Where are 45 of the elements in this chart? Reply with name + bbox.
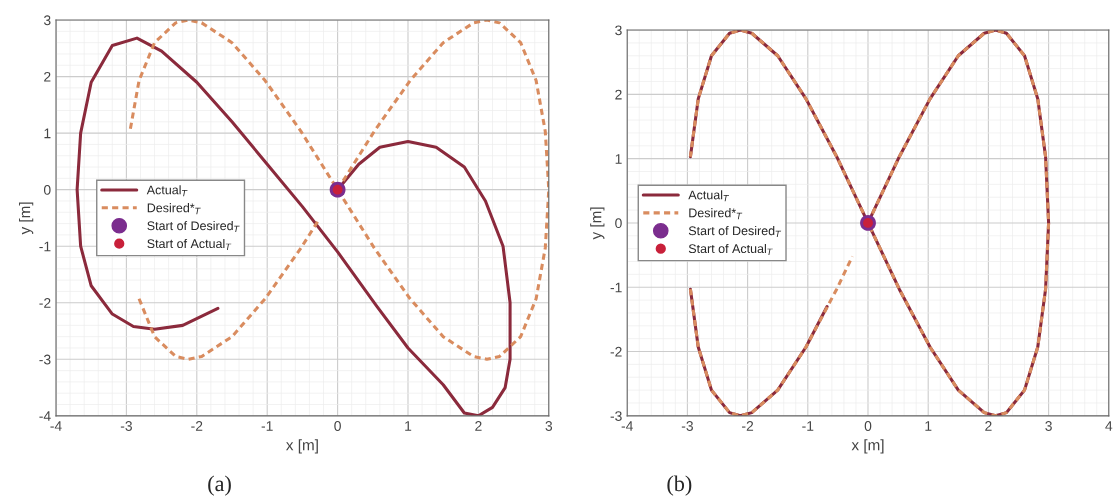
y-tick-label: 2: [44, 71, 51, 82]
x-tick-label: -3: [120, 421, 132, 431]
y-tick-label: -1: [39, 241, 51, 252]
x-tick-label: 0: [334, 421, 341, 431]
x-tick-label: 1: [925, 421, 932, 431]
legend-label: Actual$_{T}$: [688, 190, 730, 202]
x-tick-label: 0: [864, 421, 872, 431]
legend-label: Actual$_{T}$: [146, 185, 188, 197]
y-tick-label: -1: [610, 282, 622, 293]
line-series: [75, 36, 512, 416]
text: (a): [208, 475, 231, 496]
x-axis-title: x [m]: [286, 439, 318, 454]
y-axis-title: y [m]: [590, 207, 605, 240]
x-tick-label: -3: [681, 421, 693, 431]
x-axis-title: x [m]: [851, 439, 884, 454]
y-tick-label: 0: [615, 218, 622, 229]
x-tick-label: -2: [742, 421, 754, 431]
x-tick-label: 2: [985, 421, 992, 431]
y-tick-label: 1: [615, 154, 622, 164]
legend-label: Start of Actual$_{T}$: [147, 238, 232, 251]
legend-label: Start of Desired$_{T}$: [688, 226, 782, 238]
legend-label: Desired*$_{T}$: [147, 203, 201, 215]
y-tick-label: 3: [615, 25, 622, 36]
x-tick-label: 3: [545, 421, 553, 431]
y-tick-label: 0: [43, 185, 51, 195]
legend-label: Desired*$_{T}$: [689, 208, 743, 220]
y-tick-label: 1: [44, 128, 51, 139]
x-tick-label: -1: [261, 421, 273, 431]
legend-label: Start of Actual$_{T}$: [688, 243, 773, 256]
x-tick-label: 2: [475, 421, 482, 431]
y-tick-label: -2: [610, 346, 622, 357]
text: (b): [667, 475, 692, 496]
y-tick-label: -3: [610, 411, 622, 421]
x-tick-label: -2: [191, 421, 203, 431]
y-tick-label: -3: [39, 354, 51, 365]
x-tick-label: -1: [802, 421, 814, 431]
y-tick-label: -4: [39, 411, 51, 421]
y-axis-title: y [m]: [18, 202, 34, 235]
x-tick-label: 3: [1045, 421, 1052, 431]
y-tick-label: 3: [43, 15, 51, 26]
y-tick-label: 2: [615, 89, 622, 100]
x-tick-label: 4: [1105, 421, 1113, 431]
legend-label: Start of Desired$_{T}$: [147, 220, 240, 233]
x-tick-label: 1: [405, 421, 412, 431]
y-tick-label: -2: [39, 298, 51, 308]
